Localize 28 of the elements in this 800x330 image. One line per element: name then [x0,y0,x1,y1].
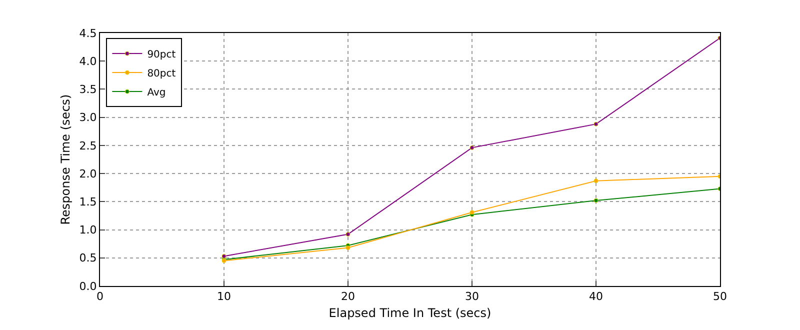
point [594,178,598,184]
y-tick-label: 3.0 [79,111,97,124]
point [470,145,474,150]
y-tick-label: 2.5 [79,139,97,152]
y-tick-label: 0.5 [79,252,97,265]
y-axis-title: Response Time (secs) [58,94,73,225]
y-tick-label: 2.0 [79,167,97,180]
x-tick-label: 20 [341,290,355,304]
legend-label: 90pct [147,49,176,60]
y-tick-label: 4.5 [79,26,97,40]
y-tick-label: 3.5 [79,83,97,96]
y-tick-label: 4.0 [79,54,97,68]
point [346,246,350,250]
x-tick-label: 40 [589,290,603,304]
y-tick-label: 0.0 [79,280,97,293]
x-tick-label: 10 [217,290,231,304]
x-axis-title: Elapsed Time In Test (secs) [328,306,492,320]
legend-label: Avg [147,87,166,98]
x-tick-label: 0 [96,290,104,304]
y-tick-label: 1.5 [79,196,97,209]
legend-label: 80pct [147,68,176,80]
point [594,198,598,203]
point [346,232,350,237]
point [222,254,226,258]
point [594,122,598,126]
y-tick-label: 1.0 [79,224,97,237]
x-tick-label: 30 [465,290,479,304]
x-tick-label: 50 [713,290,727,304]
